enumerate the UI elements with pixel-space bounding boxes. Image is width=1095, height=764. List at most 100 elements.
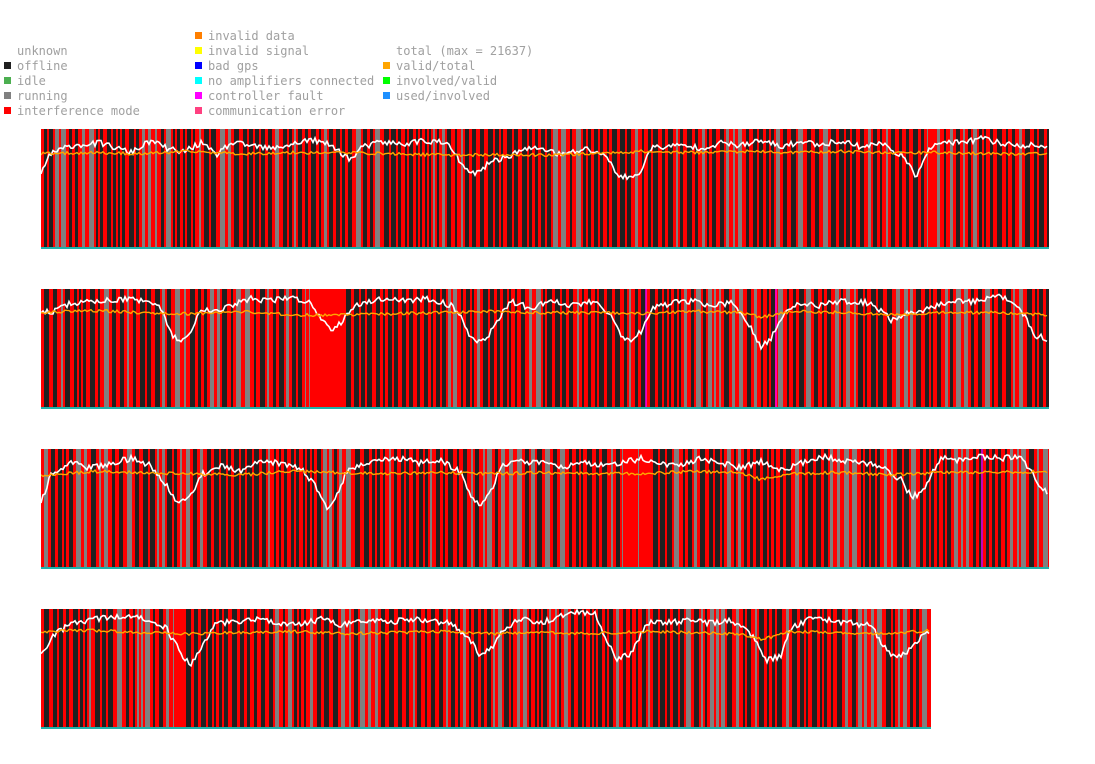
- offline-column: [687, 129, 692, 247]
- offline-column: [653, 609, 658, 727]
- offline-column: [324, 609, 329, 727]
- running-column: [950, 129, 953, 247]
- offline-column: [228, 449, 231, 567]
- offline-column: [899, 129, 902, 247]
- offline-column: [722, 449, 724, 567]
- offline-column: [298, 289, 302, 407]
- offline-column: [457, 449, 459, 567]
- offline-column: [547, 289, 552, 407]
- offline-column: [937, 449, 939, 567]
- offline-column: [402, 289, 406, 407]
- offline-column: [59, 609, 63, 727]
- offline-column: [417, 289, 420, 407]
- running-column: [1019, 289, 1023, 407]
- offline-column: [664, 289, 667, 407]
- running-column: [945, 289, 948, 407]
- running-column: [389, 449, 391, 567]
- offline-column: [771, 129, 774, 247]
- offline-column: [424, 289, 428, 407]
- offline-column: [311, 129, 316, 247]
- running-column: [529, 289, 532, 407]
- offline-column: [155, 289, 160, 407]
- offline-column: [846, 129, 850, 247]
- offline-column: [787, 289, 789, 407]
- running-column: [755, 609, 757, 727]
- offline-column: [931, 289, 933, 407]
- running-column: [714, 289, 716, 407]
- offline-column: [624, 289, 627, 407]
- running-column: [536, 289, 541, 407]
- legend-swatch: [383, 62, 390, 69]
- offline-column: [409, 289, 413, 407]
- offline-column: [317, 449, 321, 567]
- running-column: [629, 289, 631, 407]
- offline-column: [906, 129, 909, 247]
- offline-column: [570, 129, 572, 247]
- offline-column: [231, 289, 233, 407]
- running-column: [55, 129, 59, 247]
- offline-column: [537, 449, 542, 567]
- offline-column: [190, 289, 195, 407]
- offline-column: [201, 609, 206, 727]
- offline-column: [541, 129, 545, 247]
- offline-column: [279, 289, 284, 407]
- offline-column: [254, 449, 259, 567]
- controller-fault-column: [645, 289, 647, 407]
- offline-column: [596, 449, 599, 567]
- running-column: [173, 609, 174, 727]
- running-column: [137, 609, 139, 727]
- offline-column: [674, 289, 677, 407]
- offline-column: [886, 609, 891, 727]
- legend-swatch: [383, 77, 390, 84]
- offline-column: [398, 609, 402, 727]
- offline-column: [667, 449, 672, 567]
- offline-column: [85, 609, 87, 727]
- offline-column: [1039, 289, 1043, 407]
- offline-column: [529, 609, 531, 727]
- offline-column: [695, 129, 698, 247]
- offline-column: [66, 609, 69, 727]
- running-column: [413, 609, 415, 727]
- running-column: [835, 289, 839, 407]
- offline-column: [822, 289, 824, 407]
- offline-column: [926, 449, 929, 567]
- offline-column: [747, 609, 751, 727]
- running-column: [852, 449, 857, 567]
- running-column: [560, 449, 565, 567]
- offline-column: [425, 609, 427, 727]
- legend-swatch: [195, 77, 202, 84]
- running-column: [564, 609, 568, 727]
- offline-column: [620, 129, 625, 247]
- offline-column: [973, 449, 976, 567]
- offline-column: [118, 129, 120, 247]
- offline-column: [515, 289, 517, 407]
- running-column: [356, 129, 361, 247]
- valid-total-line: [41, 149, 1048, 158]
- controller-fault-column: [775, 289, 777, 407]
- offline-column: [831, 609, 833, 727]
- offline-column: [771, 289, 775, 407]
- offline-column: [296, 449, 299, 567]
- running-column: [891, 449, 893, 567]
- running-column: [684, 289, 687, 407]
- offline-column: [679, 289, 681, 407]
- offline-column: [119, 449, 123, 567]
- offline-column: [136, 129, 139, 247]
- offline-column: [767, 289, 769, 407]
- offline-column: [806, 609, 808, 727]
- offline-column: [211, 129, 216, 247]
- status-strip-1: [41, 129, 1049, 250]
- offline-column: [583, 129, 586, 247]
- running-column: [324, 129, 327, 247]
- offline-column: [96, 129, 98, 247]
- offline-column: [232, 609, 237, 727]
- offline-column: [490, 289, 494, 407]
- offline-column: [504, 609, 509, 727]
- offline-column: [635, 289, 638, 407]
- offline-column: [609, 609, 613, 727]
- offline-column: [971, 289, 974, 407]
- offline-column: [186, 609, 191, 727]
- offline-column: [289, 129, 292, 247]
- offline-column: [860, 129, 864, 247]
- offline-column: [562, 289, 566, 407]
